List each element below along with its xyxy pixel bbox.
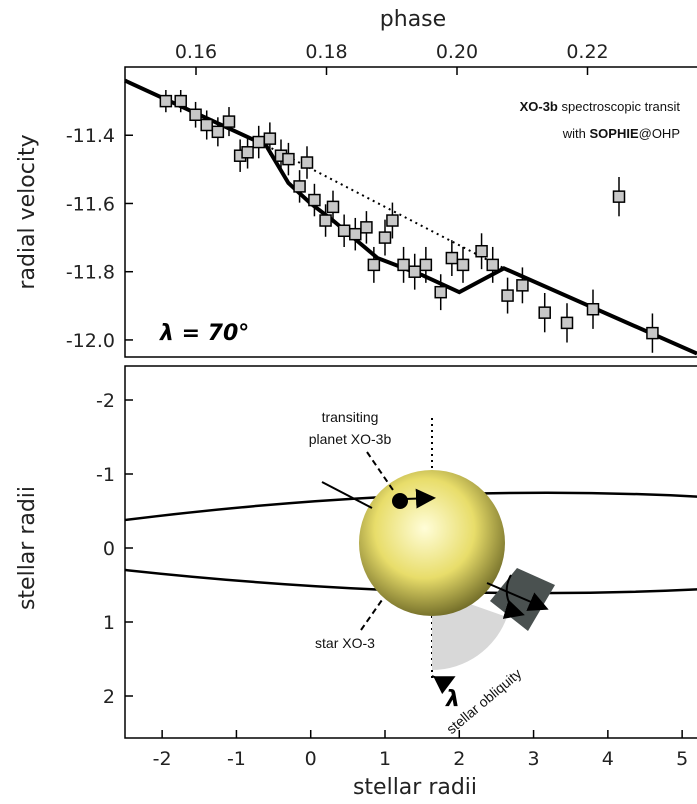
rv-measurements bbox=[159, 90, 659, 353]
rv-data-point bbox=[434, 285, 447, 299]
rv-data-point bbox=[211, 125, 225, 139]
rv-data-point bbox=[319, 214, 332, 227]
geometry-x-tick-label: 2 bbox=[453, 748, 465, 770]
rv-data-point bbox=[612, 190, 626, 203]
rv-data-point bbox=[408, 265, 421, 278]
lambda-value-label: λ = 70° bbox=[159, 321, 249, 346]
rv-data-point bbox=[486, 258, 499, 272]
phase-tick-label: 0.20 bbox=[436, 41, 478, 63]
lambda-symbol: λ bbox=[445, 687, 460, 712]
rotation-curl-icon bbox=[502, 574, 525, 619]
transit-chord bbox=[321, 481, 373, 509]
rv-y-tick-label: -11.6 bbox=[66, 193, 115, 215]
instrument-name: SOPHIE bbox=[590, 126, 639, 141]
rv-data-point bbox=[349, 227, 362, 241]
geometry-plot-frame bbox=[124, 365, 697, 739]
planet-xo3b bbox=[392, 493, 408, 509]
geometry-y-tick-label: -2 bbox=[96, 390, 115, 412]
annotation-with: with bbox=[562, 126, 590, 141]
geometry-x-tick-label: 3 bbox=[528, 748, 540, 770]
stellar-rotation-wedge bbox=[490, 568, 555, 631]
geometry-x-tick-label: 4 bbox=[602, 748, 614, 770]
rv-data-point bbox=[222, 115, 236, 128]
geometry-y-axis-title: stellar radii bbox=[15, 486, 40, 610]
planet-label-leader bbox=[366, 451, 396, 494]
phase-tick-label: 0.18 bbox=[305, 41, 347, 63]
rv-data-point bbox=[475, 244, 488, 258]
rv-data-point bbox=[456, 258, 470, 272]
rv-data-point bbox=[159, 94, 173, 108]
star-label-leader bbox=[360, 599, 383, 631]
svg-text:with SOPHIE@OHP: with SOPHIE@OHP bbox=[562, 126, 680, 141]
rv-data-point bbox=[308, 193, 321, 207]
star-xo3 bbox=[359, 470, 505, 616]
rv-data-point bbox=[378, 231, 392, 244]
planet-label-line2: planet XO-3b bbox=[309, 431, 392, 447]
rv-data-point bbox=[300, 156, 314, 169]
rv-data-point bbox=[367, 258, 381, 272]
star-label: star XO-3 bbox=[315, 635, 375, 651]
planet-label-line1: transiting bbox=[322, 409, 379, 425]
rv-data-point bbox=[538, 306, 551, 319]
phase-tick-labels: 0.16 0.18 0.20 0.22 bbox=[175, 41, 609, 75]
rotation-axis-arrow bbox=[486, 582, 549, 611]
rv-data-point bbox=[189, 108, 202, 122]
rv-data-point bbox=[501, 289, 514, 302]
geometry-x-tick-label: -1 bbox=[227, 748, 246, 770]
rv-data-point bbox=[241, 146, 254, 159]
rv-y-axis-title: radial velocity bbox=[15, 134, 40, 289]
rv-data-point bbox=[293, 180, 306, 193]
lambda-arc-arrow bbox=[431, 675, 456, 695]
phase-tick-label: 0.16 bbox=[175, 41, 217, 63]
geometry-y-ticks: -2 -1 0 1 2 bbox=[96, 390, 133, 708]
rv-y-tick-label: -11.4 bbox=[66, 125, 115, 147]
rv-y-tick-label: -11.8 bbox=[66, 262, 115, 284]
geometry-y-tick-label: -1 bbox=[96, 464, 115, 486]
transit-chord-front bbox=[404, 488, 436, 509]
planet-name-text: XO-3b bbox=[520, 99, 558, 114]
rv-y-ticks: -11.4 -11.6 -11.8 -12.0 bbox=[66, 125, 133, 352]
svg-text:XO-3b spectroscopic transit: XO-3b spectroscopic transit bbox=[520, 99, 681, 114]
rv-panel: phase 0.16 0.18 0.20 0.22 -11.4-11.6-11.8-1… bbox=[15, 7, 697, 358]
rv-data-point bbox=[445, 251, 459, 265]
rv-data-point bbox=[646, 326, 659, 340]
geometry-y-tick-label: 1 bbox=[103, 612, 115, 634]
rv-data-point bbox=[326, 200, 340, 214]
rv-data-point bbox=[337, 224, 351, 238]
rv-data-point bbox=[397, 258, 410, 272]
geometry-y-tick-label: 2 bbox=[103, 686, 115, 708]
rv-data-point bbox=[560, 316, 574, 330]
geometry-x-tick-label: -2 bbox=[153, 748, 172, 770]
geometry-x-tick-label: 1 bbox=[379, 748, 391, 770]
observatory-name: @OHP bbox=[639, 126, 680, 141]
rv-plot-frame bbox=[124, 66, 697, 358]
geometry-y-tick-label: 0 bbox=[103, 538, 115, 560]
geometry-x-ticks: -2 -1 0 1 2 3 4 5 bbox=[153, 730, 688, 770]
rv-data-point bbox=[200, 118, 213, 132]
rv-data-point bbox=[252, 135, 265, 149]
rv-data-point bbox=[419, 258, 433, 272]
rv-data-point bbox=[282, 152, 295, 166]
rv-y-tick-label: -12.0 bbox=[66, 330, 115, 352]
geometry-x-axis-title: stellar radii bbox=[353, 775, 477, 800]
phase-tick-label: 0.22 bbox=[566, 41, 608, 63]
rv-data-point bbox=[516, 279, 529, 292]
annotation-rest-1: spectroscopic transit bbox=[558, 99, 680, 114]
rv-data-point bbox=[386, 214, 399, 227]
instrument-annotation: XO-3b spectroscopic transit with SOPHIE@… bbox=[520, 99, 681, 141]
geometry-panel: -2 -1 0 1 2 -2 -1 0 1 2 3 4 5 stellar radii stellar… bbox=[15, 365, 697, 800]
phase-axis-title: phase bbox=[380, 7, 446, 32]
rv-data-point bbox=[586, 302, 600, 316]
keplerian-dotted-line bbox=[265, 144, 505, 270]
rv-data-point bbox=[174, 94, 187, 108]
rv-data-point bbox=[263, 132, 277, 145]
geometry-x-tick-label: 0 bbox=[305, 748, 317, 770]
geometry-x-tick-label: 5 bbox=[676, 748, 688, 770]
rv-data-point bbox=[360, 221, 373, 234]
